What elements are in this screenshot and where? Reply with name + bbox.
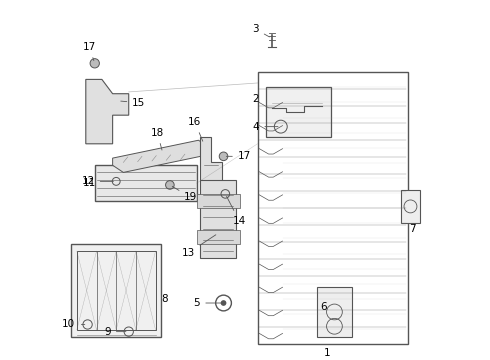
Text: 5: 5 (194, 298, 221, 308)
Polygon shape (86, 80, 129, 144)
Polygon shape (113, 140, 209, 172)
Text: 17: 17 (226, 151, 251, 161)
Bar (77, 251, 155, 330)
Text: 3: 3 (252, 24, 270, 37)
Text: 6: 6 (320, 302, 327, 312)
Bar (267, 86, 331, 137)
Text: 2: 2 (253, 94, 259, 104)
Text: 19: 19 (172, 186, 197, 202)
Text: 14: 14 (226, 196, 245, 226)
Text: 8: 8 (161, 294, 168, 305)
Circle shape (166, 181, 174, 189)
Text: 10: 10 (62, 319, 75, 329)
Circle shape (220, 300, 226, 306)
Bar (196, 230, 240, 244)
Polygon shape (200, 137, 222, 190)
Text: 13: 13 (182, 235, 216, 258)
Text: 18: 18 (151, 128, 164, 150)
Bar (200, 180, 236, 258)
Bar (317, 287, 352, 337)
Bar (258, 72, 408, 344)
Bar (95, 165, 196, 201)
Bar (401, 190, 420, 222)
Bar (72, 244, 161, 337)
Text: 4: 4 (253, 122, 278, 132)
Text: 15: 15 (121, 98, 146, 108)
Text: 17: 17 (83, 42, 96, 61)
Text: 12: 12 (81, 176, 113, 186)
Bar (196, 194, 240, 208)
Text: 11: 11 (83, 178, 96, 188)
Text: 9: 9 (104, 327, 126, 337)
Text: 16: 16 (188, 117, 203, 141)
Circle shape (219, 152, 228, 161)
Text: 1: 1 (324, 348, 331, 358)
Circle shape (90, 59, 99, 68)
Text: 7: 7 (409, 224, 416, 234)
